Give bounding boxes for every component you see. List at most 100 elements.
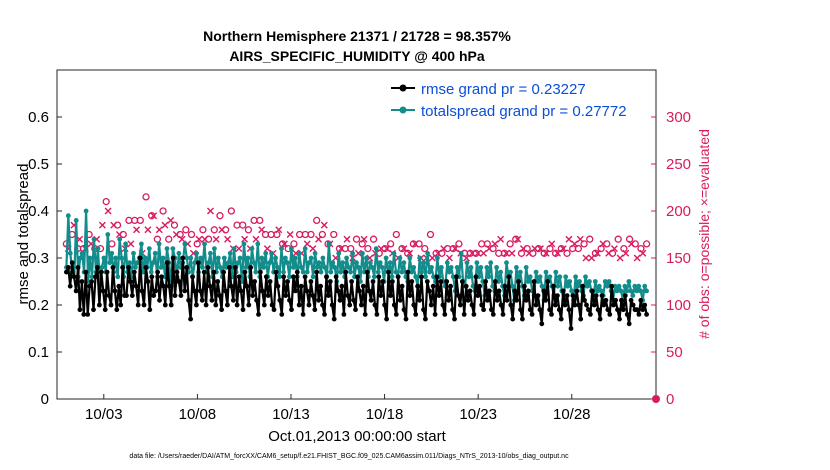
rmse-point xyxy=(543,297,549,303)
totalspread-point xyxy=(498,269,503,275)
obs-possible-point xyxy=(170,221,179,229)
totalspread-point xyxy=(200,265,205,270)
rmse-point xyxy=(428,302,434,308)
totalspread-point xyxy=(369,265,375,270)
totalspread-point xyxy=(290,265,296,270)
rmse-point xyxy=(114,307,120,313)
rmse-point xyxy=(98,269,104,275)
obs-evaluated-point xyxy=(542,249,550,257)
obs-evaluated-point xyxy=(155,226,163,234)
rmse-point xyxy=(244,283,250,289)
totalspread-point xyxy=(470,283,476,289)
totalspread-point xyxy=(142,255,148,261)
y-right-tick-label: 250 xyxy=(666,156,691,173)
rmse-point xyxy=(446,297,452,303)
rmse-point xyxy=(228,283,234,289)
rmse-point xyxy=(281,274,287,280)
obs-evaluated-point xyxy=(201,235,209,243)
rmse-point xyxy=(366,288,372,294)
totalspread-point xyxy=(547,274,553,280)
totalspread-point xyxy=(486,274,492,280)
rmse-point xyxy=(547,307,552,313)
rmse-point xyxy=(106,293,112,298)
totalspread-point xyxy=(298,265,304,270)
rmse-point xyxy=(355,274,360,280)
obs-evaluated-point xyxy=(627,240,635,248)
obs-evaluated-point xyxy=(309,245,317,253)
rmse-series xyxy=(64,255,649,331)
obs-possible-point xyxy=(392,230,400,239)
obs-evaluated-point xyxy=(548,240,556,248)
rmse-point xyxy=(227,265,232,270)
rmse-point xyxy=(638,297,644,303)
totalspread-point xyxy=(77,255,83,261)
obs-evaluated-point xyxy=(491,240,499,248)
rmse-point xyxy=(223,288,228,294)
rmse-point xyxy=(617,316,622,322)
rmse-point xyxy=(595,307,601,313)
rmse-point xyxy=(494,297,500,303)
totalspread-point xyxy=(478,265,484,270)
rmse-point xyxy=(100,288,106,294)
y-tick-label: 0.6 xyxy=(28,109,49,126)
rmse-point xyxy=(391,302,397,308)
totalspread-point xyxy=(212,246,217,252)
obs-evaluated-point xyxy=(571,240,579,248)
rmse-point xyxy=(520,316,525,322)
obs-evaluated-point xyxy=(451,245,459,253)
obs-evaluated-point xyxy=(178,235,186,243)
obs-possible-point xyxy=(369,235,378,243)
y-tick-label: 0.5 xyxy=(28,156,49,173)
rmse-point xyxy=(454,274,459,280)
rmse-point xyxy=(586,307,591,313)
rmse-point xyxy=(83,269,89,275)
totalspread-point xyxy=(139,241,144,247)
rmse-point xyxy=(481,307,486,313)
totalspread-point xyxy=(146,246,152,252)
obs-evaluated-point xyxy=(252,235,260,243)
totalspread-point xyxy=(119,255,124,261)
rmse-point xyxy=(393,312,399,317)
totalspread-point xyxy=(326,241,332,247)
rmse-point xyxy=(357,288,362,294)
totalspread-point xyxy=(336,250,342,256)
rmse-point xyxy=(376,274,382,280)
plot-area xyxy=(56,69,657,400)
totalspread-point xyxy=(409,269,415,275)
totalspread-point xyxy=(348,269,353,275)
rmse-point xyxy=(500,312,506,317)
totalspread-point xyxy=(435,255,440,261)
rmse-point xyxy=(298,283,304,289)
rmse-point xyxy=(545,279,551,284)
obs-possible-point xyxy=(551,249,560,257)
totalspread-point xyxy=(206,260,211,266)
rmse-point xyxy=(642,302,648,308)
rmse-point xyxy=(104,269,110,275)
rmse-point xyxy=(322,312,327,317)
rmse-point xyxy=(624,312,630,317)
rmse-point xyxy=(240,307,246,313)
rmse-point xyxy=(601,302,607,308)
totalspread-point xyxy=(557,274,563,280)
totalspread-point xyxy=(474,260,480,266)
totalspread-point xyxy=(642,283,648,289)
rmse-point xyxy=(492,279,498,284)
totalspread-point xyxy=(131,250,136,256)
obs-possible-point xyxy=(187,230,196,239)
rmse-point xyxy=(308,279,314,284)
totalspread-point xyxy=(604,283,610,289)
rmse-point xyxy=(374,312,380,317)
totalspread-point xyxy=(373,246,379,252)
rmse-point xyxy=(302,274,308,280)
totalspread-point xyxy=(596,283,602,289)
obs-evaluated-point xyxy=(531,245,539,253)
rmse-point xyxy=(314,269,320,275)
rmse-point xyxy=(283,293,289,298)
obs-evaluated-point xyxy=(354,249,362,257)
rmse-point xyxy=(529,312,535,317)
rmse-point xyxy=(615,307,620,313)
totalspread-point xyxy=(391,250,397,256)
totalspread-point xyxy=(614,288,620,294)
x-axis-label: Oct.01,2013 00:00:00 start xyxy=(268,428,446,445)
rmse-point xyxy=(186,297,192,303)
